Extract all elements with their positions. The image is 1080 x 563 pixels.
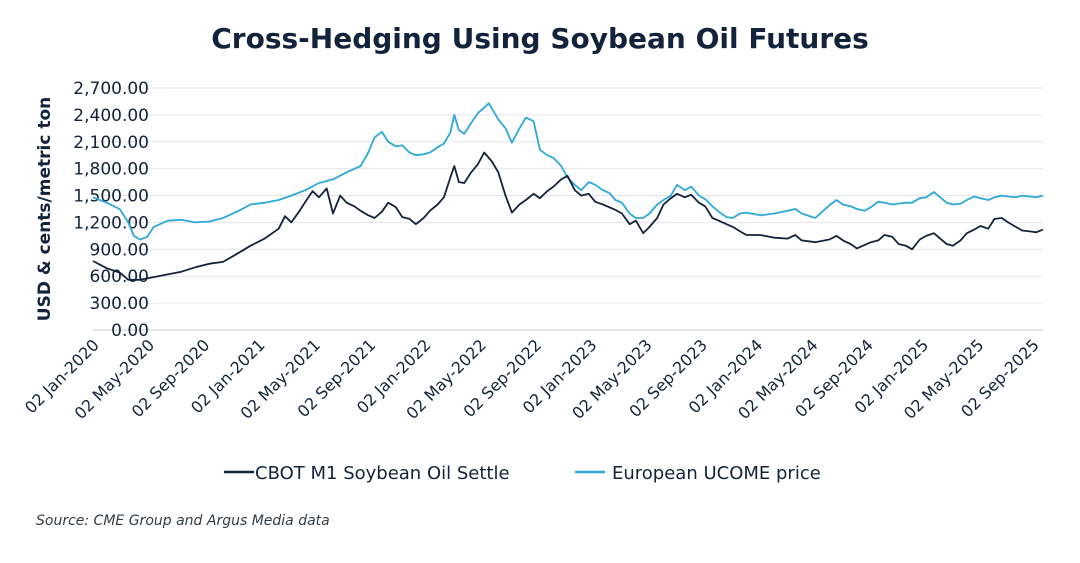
y-tick-label: 1,200.00 — [73, 213, 149, 233]
y-tick-label: 2,700.00 — [73, 79, 149, 99]
series-line — [92, 102, 1044, 241]
chart-title: Cross-Hedging Using Soybean Oil Futures — [211, 22, 869, 55]
gridlines — [93, 87, 1043, 331]
series-line — [92, 151, 1044, 281]
y-tick-label: 900.00 — [90, 240, 149, 260]
legend: CBOT M1 Soybean Oil Settle European UCOME… — [224, 463, 821, 484]
y-tick-label: 2,100.00 — [73, 133, 149, 153]
legend-label: European UCOME price — [612, 463, 821, 484]
y-axis: 0.00 300.00 600.00 900.00 1,200.00 1,500.00 1,… — [73, 79, 149, 341]
y-tick-label: 300.00 — [90, 294, 149, 314]
series-lines — [92, 102, 1044, 281]
source-note: Source: CME Group and Argus Media data — [36, 513, 330, 529]
y-tick-label: 1,800.00 — [73, 160, 149, 180]
y-axis-label: USD & cents/metric ton — [35, 97, 55, 321]
y-tick-label: 1,500.00 — [73, 187, 149, 207]
y-tick-label: 2,400.00 — [73, 106, 149, 126]
y-tick-label: 600.00 — [90, 267, 149, 287]
legend-label: CBOT M1 Soybean Oil Settle — [255, 463, 510, 484]
y-tick-label: 0.00 — [111, 321, 149, 341]
